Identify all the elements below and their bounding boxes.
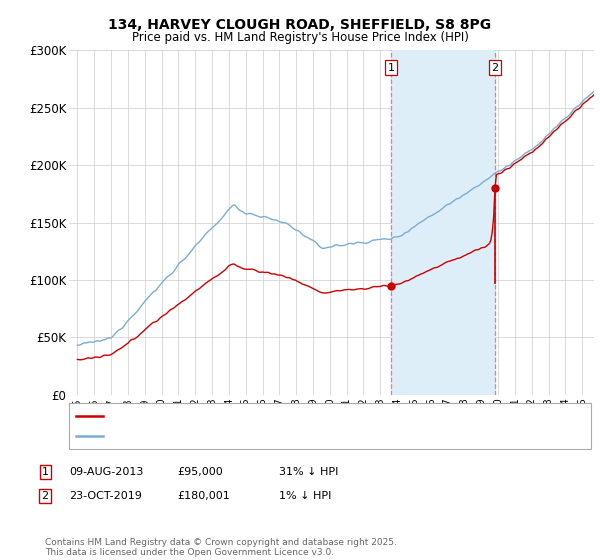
Text: 31% ↓ HPI: 31% ↓ HPI <box>279 467 338 477</box>
Text: Price paid vs. HM Land Registry's House Price Index (HPI): Price paid vs. HM Land Registry's House … <box>131 31 469 44</box>
Text: 1: 1 <box>388 63 394 73</box>
Text: £95,000: £95,000 <box>177 467 223 477</box>
Text: £180,001: £180,001 <box>177 491 230 501</box>
Bar <box>391 50 495 395</box>
Text: 134, HARVEY CLOUGH ROAD, SHEFFIELD, S8 8PG: 134, HARVEY CLOUGH ROAD, SHEFFIELD, S8 8… <box>109 18 491 32</box>
Text: 23-OCT-2019: 23-OCT-2019 <box>69 491 142 501</box>
Text: 2: 2 <box>41 491 49 501</box>
Text: Contains HM Land Registry data © Crown copyright and database right 2025.
This d: Contains HM Land Registry data © Crown c… <box>45 538 397 557</box>
Text: HPI: Average price, semi-detached house, Sheffield: HPI: Average price, semi-detached house,… <box>109 431 377 441</box>
Text: 2: 2 <box>491 63 499 73</box>
Text: 09-AUG-2013: 09-AUG-2013 <box>69 467 143 477</box>
Text: 1% ↓ HPI: 1% ↓ HPI <box>279 491 331 501</box>
Text: 134, HARVEY CLOUGH ROAD, SHEFFIELD, S8 8PG (semi-detached house): 134, HARVEY CLOUGH ROAD, SHEFFIELD, S8 8… <box>109 411 488 421</box>
Text: 1: 1 <box>41 467 49 477</box>
